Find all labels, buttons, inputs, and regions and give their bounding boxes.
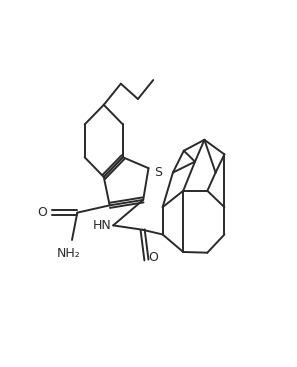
Text: O: O [37, 206, 47, 219]
Text: HN: HN [93, 219, 112, 232]
Text: O: O [148, 251, 158, 264]
Text: NH₂: NH₂ [57, 247, 81, 259]
Text: S: S [154, 166, 162, 179]
